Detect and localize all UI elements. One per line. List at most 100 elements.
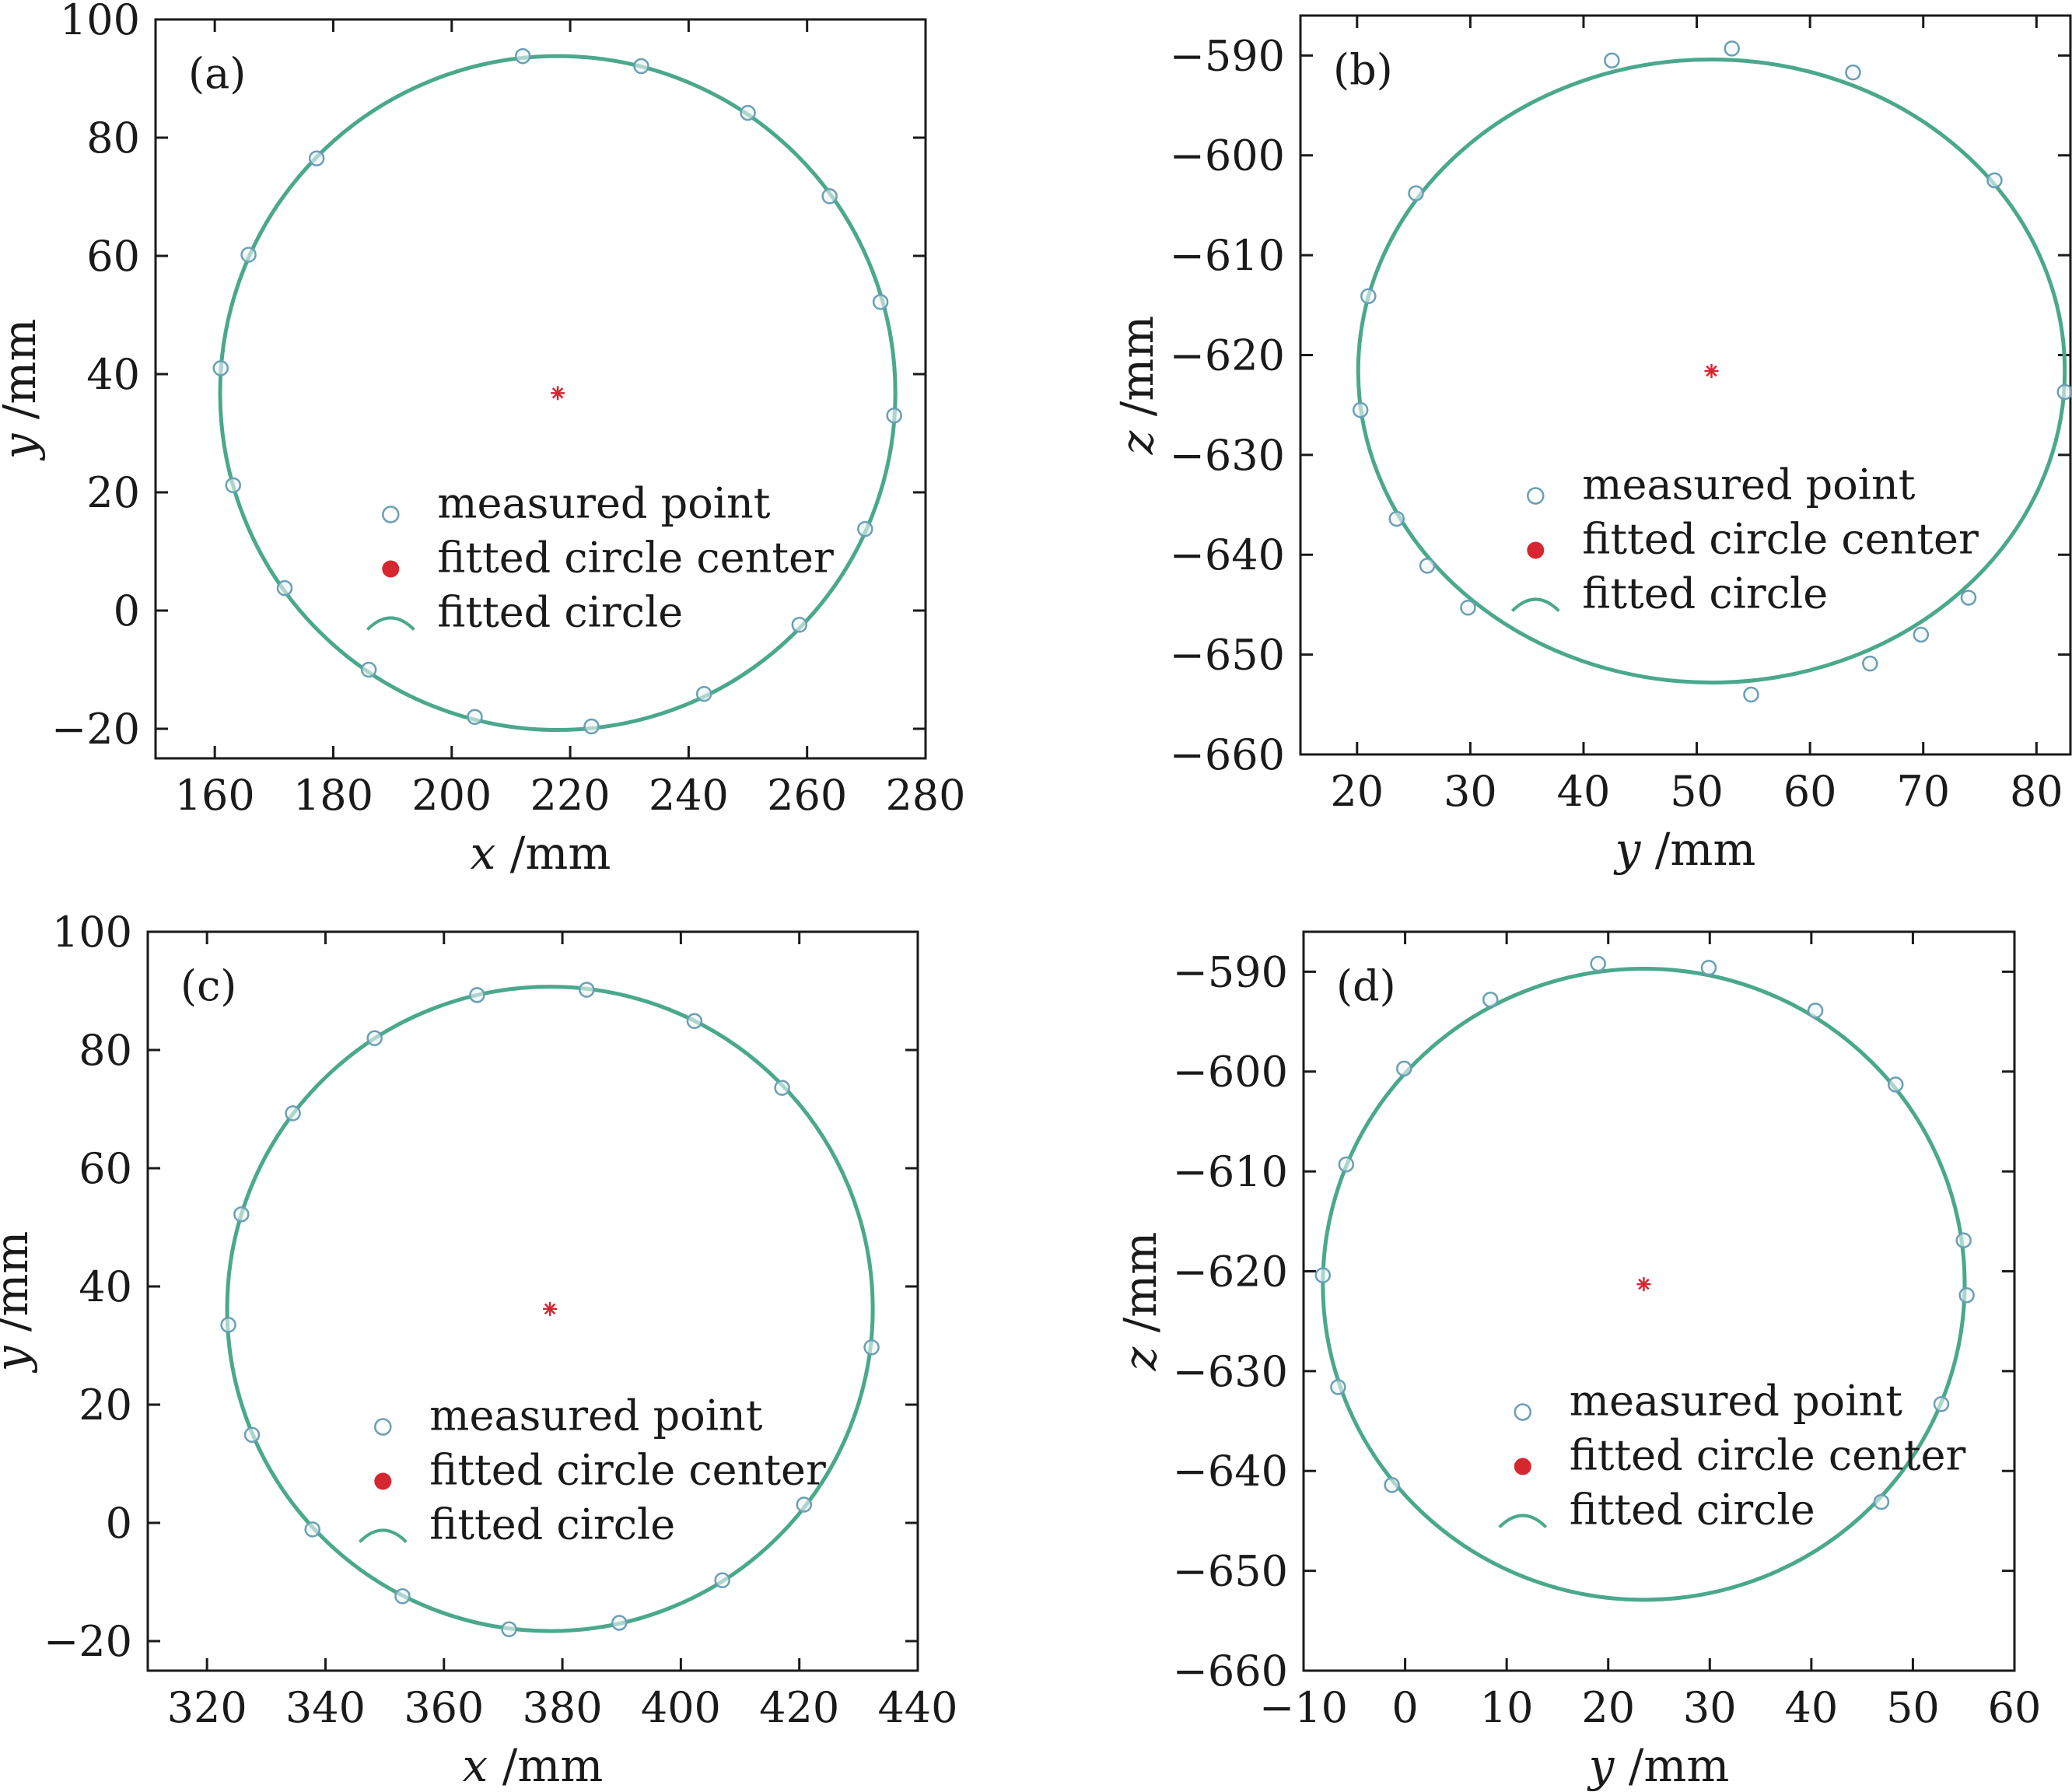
- measured-point: [791, 616, 808, 633]
- measured-point: [1396, 1060, 1412, 1077]
- measured-point: [686, 1013, 703, 1030]
- measured-point: [886, 407, 902, 424]
- legend: measured point fitted circle center fitted…: [366, 479, 834, 637]
- x-tick-label: 260: [767, 771, 847, 820]
- y-axis-variable: z: [1114, 1346, 1167, 1371]
- y-tick-label: 80: [86, 114, 140, 163]
- center-stroke: [1706, 365, 1717, 377]
- y-tick-label: −590: [1173, 947, 1288, 996]
- x-tick-label: 220: [530, 771, 611, 820]
- panel-c: 320 340 360 380 400 420 440 −20 0 20 40 60 80 100 x /m…: [0, 908, 958, 1792]
- legend-center-symbol: [382, 560, 400, 578]
- y-tick-label: −620: [1173, 1247, 1288, 1296]
- legend-measured-label: measured point: [437, 479, 770, 528]
- measured-point: [1887, 1076, 1904, 1093]
- legend-center-label: fitted circle center: [437, 534, 834, 583]
- y-axis-label: y /mm: [0, 1231, 38, 1374]
- x-axis-unit: /mm: [495, 827, 611, 880]
- x-tick-label: 50: [1670, 767, 1724, 816]
- measured-point: [1482, 992, 1499, 1008]
- measured-point: [1388, 510, 1405, 527]
- x-tick-label: 60: [1988, 1683, 2042, 1732]
- x-tick-label: −10: [1259, 1683, 1348, 1732]
- x-tick-label: 320: [167, 1683, 247, 1732]
- measured-point: [240, 247, 257, 263]
- x-tick-label: 400: [641, 1683, 721, 1732]
- legend-measured-label: measured point: [1582, 460, 1915, 509]
- y-tick-label: −630: [1170, 431, 1285, 480]
- measured-point: [714, 1572, 730, 1588]
- measured-point: [796, 1496, 813, 1513]
- measured-point: [1960, 590, 1977, 606]
- measured-point: [1419, 558, 1436, 574]
- y-axis-unit: /mm: [0, 319, 46, 434]
- x-axis-label: y /mm: [1587, 1739, 1730, 1792]
- measured-point: [1338, 1156, 1355, 1173]
- y-tick-label: 60: [86, 232, 140, 281]
- panel-label: (d): [1336, 961, 1396, 1010]
- measured-point: [1590, 955, 1606, 972]
- measured-point: [469, 987, 485, 1003]
- measured-point: [1873, 1493, 1890, 1510]
- fitted-circle: [225, 985, 875, 1633]
- legend-center-symbol: [374, 1472, 392, 1490]
- x-tick-label: 0: [1391, 1683, 1418, 1732]
- measured-point: [501, 1621, 517, 1638]
- legend-center-label: fitted circle center: [1570, 1431, 1966, 1480]
- legend-circle-label: fitted circle: [429, 1500, 675, 1549]
- measured-point: [276, 579, 293, 597]
- y-axis-unit: /mm: [0, 1231, 38, 1346]
- x-axis-variable: x: [471, 827, 496, 880]
- y-tick-label: 0: [114, 586, 140, 635]
- x-tick-label: 360: [404, 1683, 484, 1732]
- y-tick-label: −620: [1170, 331, 1285, 380]
- legend-circle-label: fitted circle: [1582, 569, 1828, 618]
- x-tick-label: 440: [877, 1683, 957, 1732]
- y-axis-variable: z: [1111, 430, 1164, 455]
- x-tick-label: 70: [1896, 767, 1950, 816]
- y-tick-label: −660: [1170, 730, 1285, 779]
- y-tick-label: −600: [1173, 1048, 1288, 1097]
- measured-point: [1986, 172, 2003, 189]
- y-tick-label: 40: [79, 1262, 132, 1311]
- measured-point: [633, 58, 649, 75]
- y-tick-label: −650: [1170, 631, 1285, 680]
- center-stroke: [544, 1303, 556, 1315]
- measured-point: [467, 709, 483, 726]
- legend: measured point fitted circle center fitted…: [358, 1391, 826, 1549]
- measured-point: [1314, 1267, 1332, 1283]
- y-tick-label: −600: [1170, 131, 1285, 180]
- x-tick-label: 30: [1683, 1683, 1737, 1732]
- panel-a: 160 180 200 220 240 260 280 −20 0 20 40 60 80 100 x /m…: [0, 0, 966, 880]
- measured-point: [1862, 655, 1878, 672]
- legend-circle-label: fitted circle: [437, 588, 683, 637]
- legend-center-symbol: [1527, 541, 1545, 559]
- legend-center-label: fitted circle center: [429, 1446, 826, 1495]
- fitted-center-marker: [1704, 364, 1719, 379]
- x-axis-unit: /mm: [1640, 823, 1755, 876]
- measured-point: [740, 104, 756, 121]
- y-tick-label: 100: [60, 0, 140, 44]
- x-axis-variable: x: [463, 1739, 488, 1792]
- measured-point: [1743, 686, 1759, 703]
- measured-point: [220, 1317, 236, 1333]
- y-tick-label: 20: [79, 1381, 132, 1430]
- measured-point: [1955, 1232, 1972, 1248]
- y-axis-unit: /mm: [1111, 316, 1164, 431]
- x-tick-label: 10: [1480, 1683, 1534, 1732]
- fitted-circle: [218, 54, 898, 733]
- measured-point: [233, 1206, 250, 1223]
- y-axis-variable: y: [0, 432, 46, 461]
- x-tick-label: 340: [285, 1683, 366, 1732]
- y-axis-label: z /mm: [1111, 316, 1164, 456]
- legend-circle-symbol: [1510, 597, 1560, 612]
- y-tick-label: 60: [79, 1144, 132, 1193]
- measured-point: [366, 1030, 383, 1047]
- measured-point: [579, 982, 595, 998]
- y-axis-label: y /mm: [0, 319, 46, 462]
- y-tick-label: −590: [1170, 31, 1285, 80]
- x-axis-unit: /mm: [488, 1739, 603, 1792]
- legend-measured-symbol: [382, 506, 400, 523]
- y-tick-label: 100: [52, 908, 132, 957]
